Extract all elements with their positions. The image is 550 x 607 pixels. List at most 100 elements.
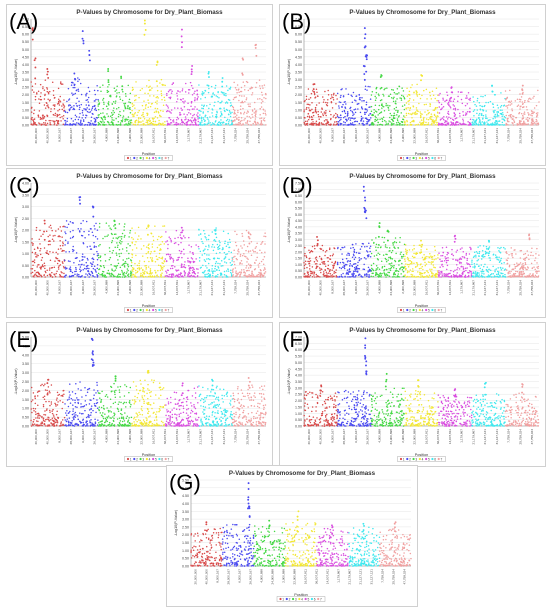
snp-point xyxy=(75,270,77,273)
snp-point xyxy=(446,264,449,267)
snp-point xyxy=(106,235,108,238)
snp-point xyxy=(46,269,48,272)
snp-point xyxy=(430,118,433,120)
snp-point xyxy=(416,265,419,267)
snp-point xyxy=(251,270,253,272)
snp-point xyxy=(353,254,355,257)
snp-point xyxy=(74,92,77,95)
snp-point xyxy=(331,254,334,257)
snp-point xyxy=(45,230,48,232)
snp-point xyxy=(131,236,133,239)
snp-point xyxy=(84,123,87,126)
snp-point xyxy=(505,122,507,125)
snp-point xyxy=(180,265,183,267)
snp-point xyxy=(192,253,195,255)
snp-point xyxy=(365,258,367,260)
snp-point xyxy=(188,112,190,114)
snp-point xyxy=(521,122,524,125)
snp-point xyxy=(123,262,126,265)
snp-point xyxy=(109,94,112,97)
snp-point xyxy=(338,119,341,122)
snp-point xyxy=(138,264,140,267)
snp-point xyxy=(144,270,146,272)
snp-point xyxy=(225,270,228,272)
snp-point xyxy=(368,269,371,272)
snp-point xyxy=(362,268,364,270)
snp-point xyxy=(170,265,173,267)
legend-label: 1 xyxy=(130,308,132,312)
legend-box xyxy=(124,307,173,313)
snp-point xyxy=(156,246,159,249)
snp-point xyxy=(486,275,489,278)
snp-point xyxy=(404,255,406,258)
snp-point xyxy=(352,246,354,249)
snp-point xyxy=(54,274,56,276)
snp-point xyxy=(476,112,478,115)
snp-point xyxy=(366,108,368,110)
snp-point xyxy=(127,263,129,265)
snp-point xyxy=(319,269,321,271)
snp-point xyxy=(177,259,179,261)
snp-point xyxy=(531,118,534,120)
snp-point xyxy=(385,104,387,107)
snp-point xyxy=(331,269,333,271)
snp-point xyxy=(115,237,117,239)
snp-point xyxy=(119,98,122,101)
snp-point xyxy=(363,263,365,266)
snp-point xyxy=(103,274,105,276)
snp-point xyxy=(181,90,184,92)
snp-point xyxy=(333,272,335,274)
snp-point xyxy=(138,235,140,237)
snp-point xyxy=(410,273,412,276)
snp-point xyxy=(394,247,396,250)
snp-point xyxy=(396,275,399,277)
x-tick-label: 24,900,898 xyxy=(116,128,120,144)
snp-point xyxy=(441,264,443,266)
snp-point xyxy=(82,242,85,244)
snp-point xyxy=(233,111,236,113)
snp-point xyxy=(170,276,173,278)
snp-point xyxy=(194,273,197,275)
snp-point xyxy=(147,106,149,108)
snp-point xyxy=(145,246,148,248)
snp-point xyxy=(417,123,420,126)
snp-point xyxy=(165,253,168,256)
snp-point xyxy=(364,108,367,111)
snp-point xyxy=(186,275,189,277)
snp-point xyxy=(72,107,75,110)
snp-point xyxy=(431,90,434,92)
snp-point xyxy=(214,262,217,265)
snp-point xyxy=(443,273,446,275)
snp-point xyxy=(177,269,180,271)
snp-point xyxy=(475,105,478,107)
snp-point xyxy=(213,105,215,107)
snp-point xyxy=(254,124,257,126)
snp-point xyxy=(344,107,347,109)
snp-point xyxy=(369,247,371,249)
snp-point xyxy=(241,95,243,97)
y-tick-label: 0.00 xyxy=(295,276,302,280)
snp-point xyxy=(143,245,145,247)
snp-point xyxy=(496,123,498,126)
snp-point xyxy=(400,99,403,101)
snp-point xyxy=(163,276,165,278)
snp-point xyxy=(166,240,169,242)
snp-point xyxy=(416,83,418,86)
legend-label: 1 xyxy=(403,156,405,160)
snp-point xyxy=(310,92,313,95)
snp-point xyxy=(303,122,306,125)
snp-point xyxy=(109,124,111,126)
snp-point xyxy=(260,269,262,272)
snp-point xyxy=(88,233,90,236)
snp-point xyxy=(88,267,90,270)
snp-point xyxy=(39,267,42,270)
snp-point xyxy=(134,107,136,109)
chromosome-4-points xyxy=(131,224,166,278)
snp-peak-point xyxy=(364,33,367,36)
snp-point xyxy=(37,272,40,275)
snp-point xyxy=(238,271,241,273)
snp-point xyxy=(369,112,372,115)
snp-point xyxy=(536,124,538,126)
snp-point xyxy=(98,226,101,228)
snp-point xyxy=(62,118,64,120)
